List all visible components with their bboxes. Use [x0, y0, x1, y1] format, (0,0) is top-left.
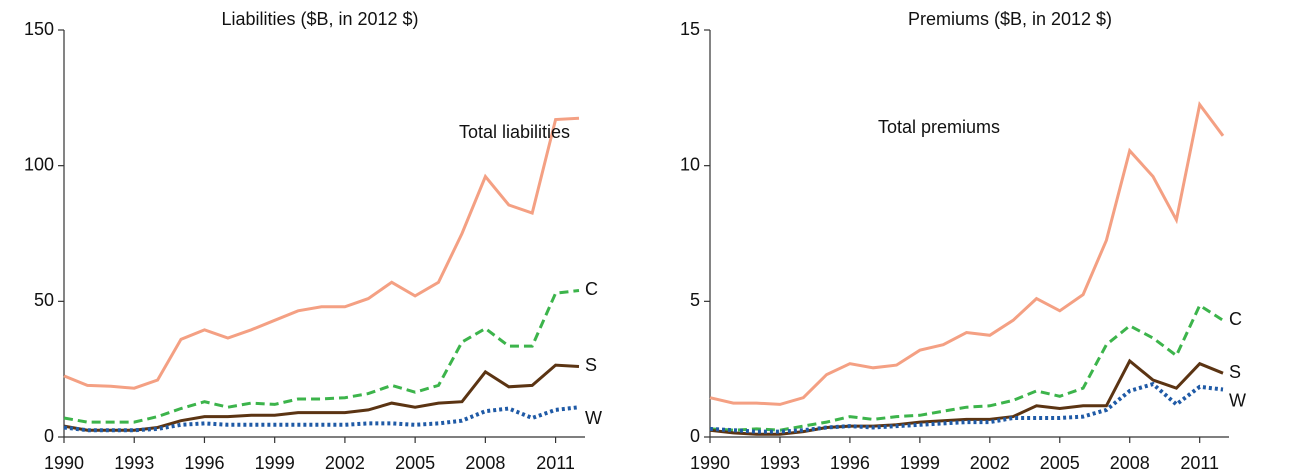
series-label: C: [1229, 309, 1242, 329]
x-tick-label: 2008: [1110, 453, 1150, 473]
series-line: [63, 116, 580, 390]
series-line: [63, 289, 580, 424]
x-tick-label: 2011: [536, 453, 575, 473]
chart-title: Premiums ($B, in 2012 $): [908, 9, 1112, 29]
x-tick-label: 1990: [44, 453, 84, 473]
x-tick-label: 1999: [900, 453, 940, 473]
series-label: S: [585, 355, 597, 375]
x-tick-label: 2011: [1180, 453, 1219, 473]
y-tick-label: 10: [680, 154, 700, 174]
series-label: S: [1229, 362, 1241, 382]
x-tick-label: 1996: [830, 453, 870, 473]
x-tick-label: 1993: [114, 453, 154, 473]
series-line: [709, 101, 1225, 406]
x-tick-label: 2005: [1040, 453, 1080, 473]
series-label: C: [585, 279, 598, 299]
x-tick-label: 2002: [325, 453, 365, 473]
y-tick-label: 0: [690, 426, 700, 446]
series-label: Total liabilities: [459, 122, 570, 142]
series-line: [709, 381, 1224, 434]
chart-title: Liabilities ($B, in 2012 $): [221, 9, 418, 29]
x-tick-label: 2008: [465, 453, 505, 473]
series-label: Total premiums: [878, 117, 1000, 137]
series-line: [709, 358, 1224, 436]
y-tick-label: 0: [44, 426, 54, 446]
series-label: W: [585, 408, 602, 428]
y-tick-label: 50: [34, 290, 54, 310]
x-tick-label: 2005: [395, 453, 435, 473]
x-tick-label: 2002: [970, 453, 1010, 473]
y-tick-label: 100: [24, 154, 54, 174]
series-line: [63, 405, 580, 433]
x-tick-label: 1996: [184, 453, 224, 473]
y-tick-label: 15: [680, 19, 700, 39]
series-label: W: [1229, 390, 1246, 410]
y-tick-label: 5: [690, 290, 700, 310]
y-tick-label: 150: [24, 19, 54, 39]
x-tick-label: 1993: [760, 453, 800, 473]
x-tick-label: 1999: [255, 453, 295, 473]
x-tick-label: 1990: [690, 453, 730, 473]
series-line: [709, 303, 1224, 432]
